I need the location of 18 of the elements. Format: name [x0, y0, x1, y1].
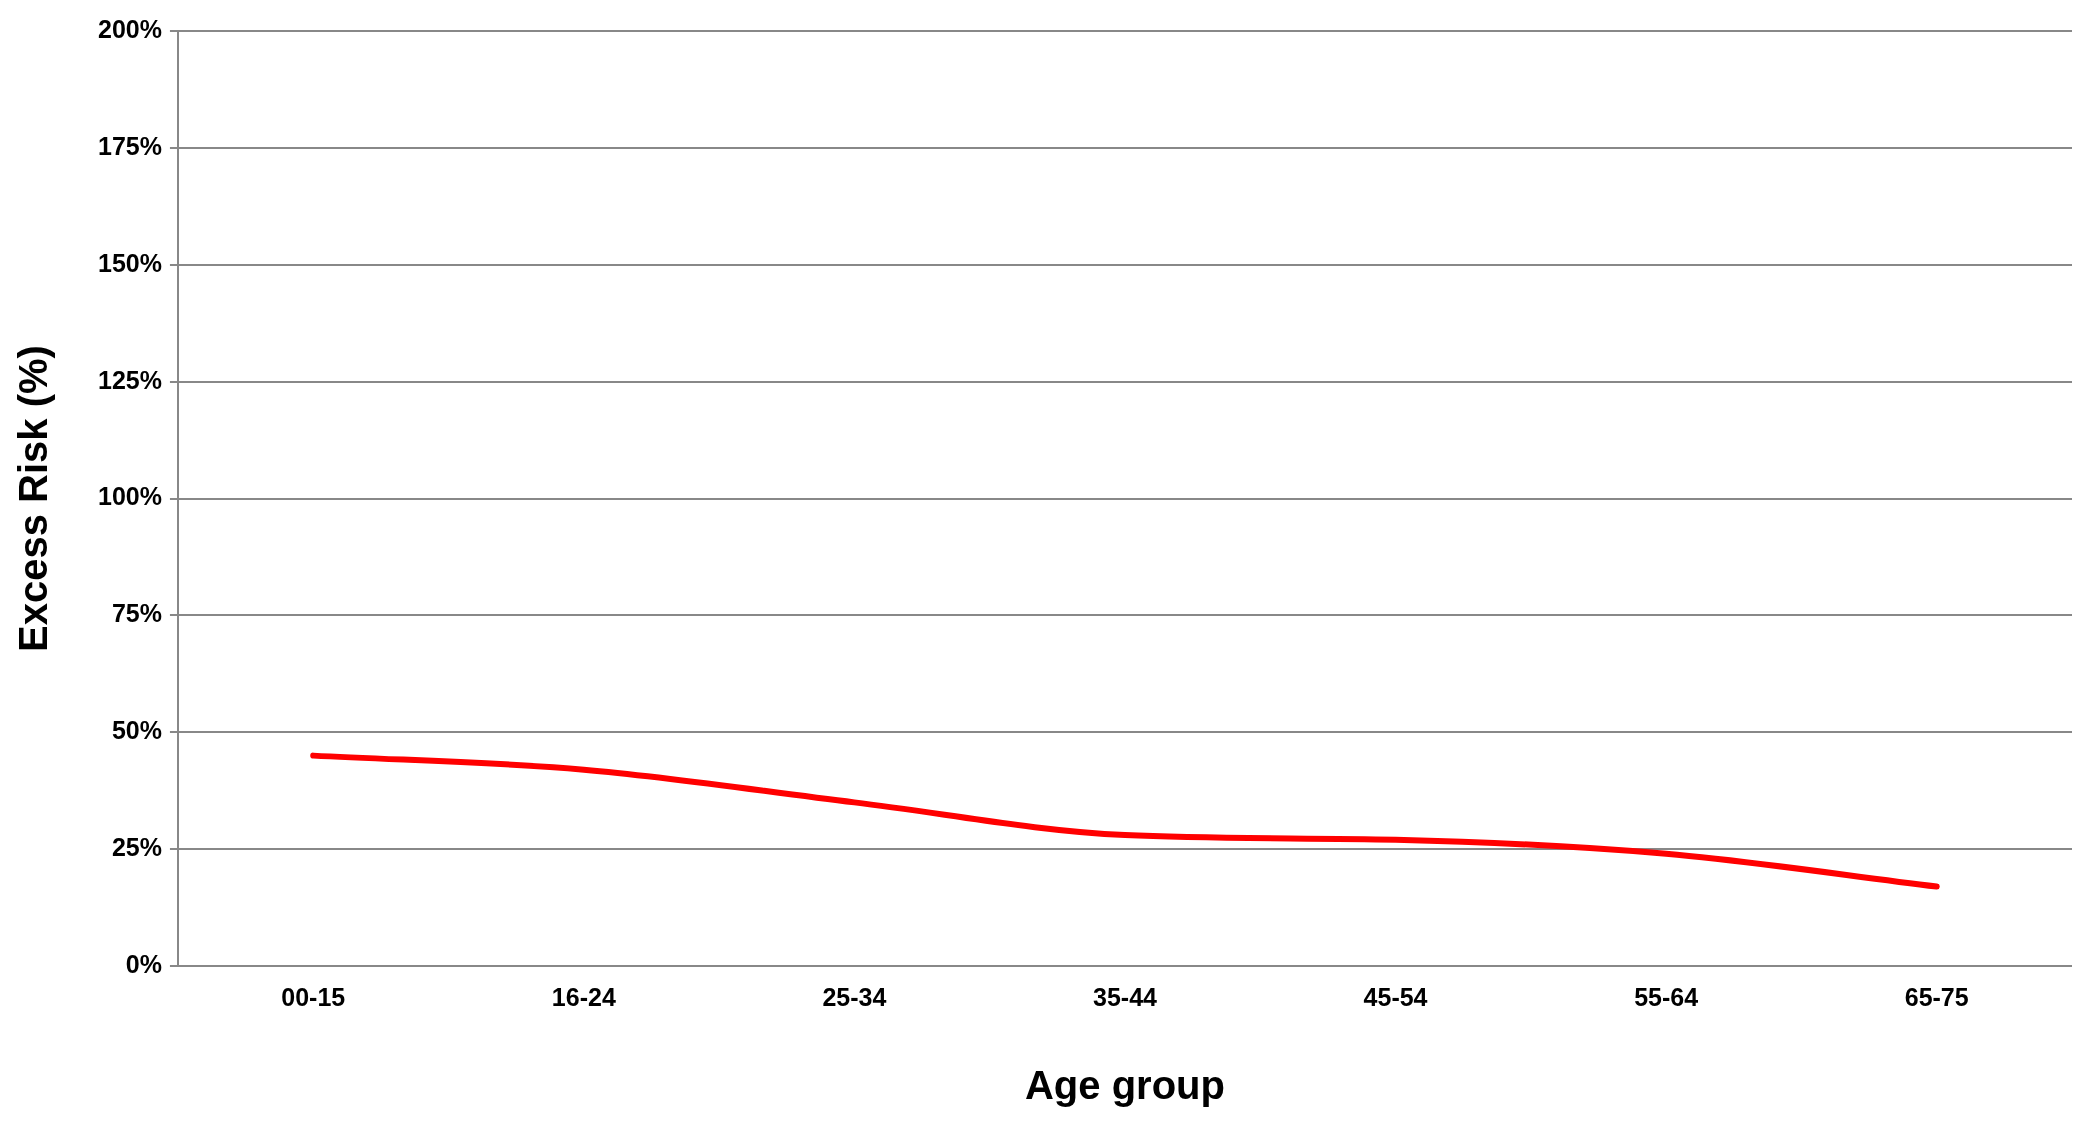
x-tick-label: 55-64 [1634, 982, 1699, 1011]
x-tick-label: 16-24 [551, 982, 616, 1011]
y-tick-label: 200% [97, 14, 162, 43]
x-tick-label: 35-44 [1092, 982, 1158, 1011]
y-tick-label: 50% [111, 716, 162, 745]
y-tick-label: 100% [97, 482, 162, 511]
y-tick-label: 75% [111, 599, 162, 628]
y-tick-label: 150% [97, 248, 162, 277]
y-tick-label: 25% [111, 833, 162, 862]
y-tick-label: 125% [97, 365, 162, 394]
y-tick-label: 0% [125, 949, 162, 978]
x-tick-label: 25-34 [822, 982, 887, 1011]
y-axis-title: Excess Risk (%) [11, 345, 56, 652]
y-tick-label: 175% [97, 131, 162, 160]
x-tick-label: 00-15 [281, 982, 346, 1011]
x-axis-title: Age group [1024, 1063, 1225, 1108]
x-tick-label: 65-75 [1904, 982, 1969, 1011]
x-tick-label: 45-54 [1363, 982, 1428, 1011]
